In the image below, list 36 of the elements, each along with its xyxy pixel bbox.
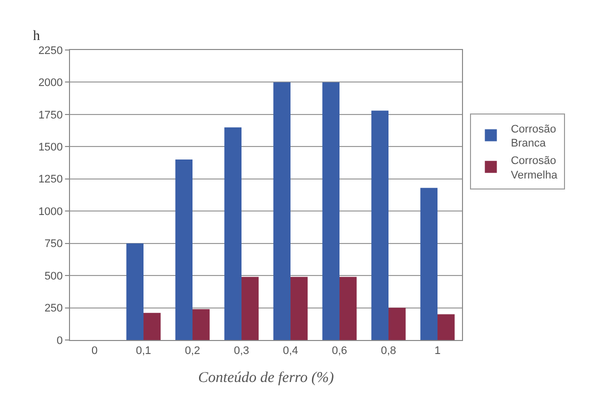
y-tick-label: 500 xyxy=(44,270,63,282)
bar xyxy=(322,82,340,340)
bar xyxy=(420,188,438,340)
bar xyxy=(126,243,144,340)
y-tick-label: 2250 xyxy=(38,44,63,57)
bar xyxy=(175,160,192,340)
bar xyxy=(340,276,357,340)
y-tick-label: 1750 xyxy=(38,109,63,122)
bar xyxy=(192,309,210,340)
bar xyxy=(273,82,290,340)
bar xyxy=(371,110,388,340)
x-tick-label: 0,3 xyxy=(234,345,250,358)
y-tick-label: 250 xyxy=(44,302,63,315)
y-tick-label: 1000 xyxy=(38,206,63,218)
bar xyxy=(224,127,242,340)
bar xyxy=(242,276,259,340)
bar xyxy=(144,312,161,340)
x-tick-label: 0 xyxy=(91,345,98,358)
y-tick-label: 750 xyxy=(44,238,63,250)
y-tick-label: 1250 xyxy=(38,174,63,186)
y-tick-label: 1500 xyxy=(38,142,63,154)
x-tick-label: 0,2 xyxy=(184,345,200,358)
x-tick-label: 0,1 xyxy=(136,345,152,358)
y-axis-title: h xyxy=(33,29,40,44)
y-tick-label: 2000 xyxy=(38,77,63,90)
bar xyxy=(388,308,406,340)
x-axis-title: Conteúdo de ferro (%) xyxy=(198,370,334,386)
legend-label: Corrosão Branca xyxy=(510,123,556,150)
x-tick-label: 0,6 xyxy=(332,345,348,358)
x-tick-label: 1 xyxy=(434,345,441,358)
y-tick-label: 0 xyxy=(56,334,63,347)
x-tick-label: 0,4 xyxy=(282,345,298,358)
bar xyxy=(290,276,308,340)
bar xyxy=(438,314,455,340)
x-tick-label: 0,8 xyxy=(380,345,396,358)
legend-label: Corrosão Vermelha xyxy=(510,155,558,182)
